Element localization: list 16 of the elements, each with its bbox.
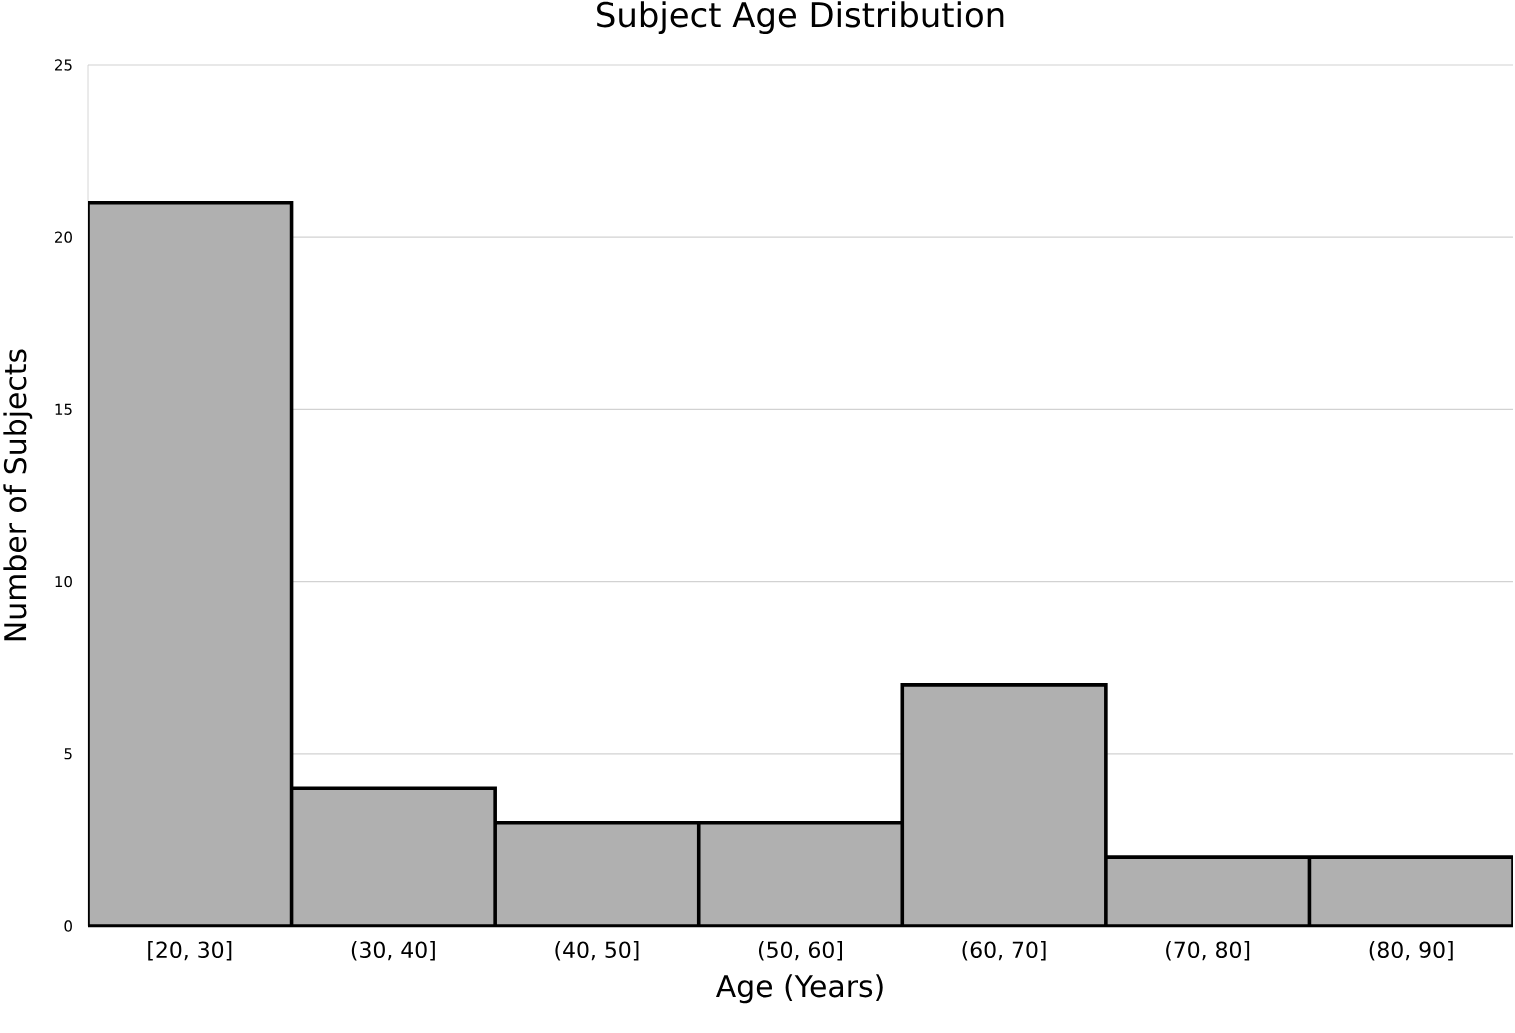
x-tick-label: (60, 70] — [962, 941, 1046, 961]
x-tick-label: (30, 40] — [351, 941, 435, 961]
y-axis-title: Number of Subjects — [3, 349, 33, 641]
y-tick-label: 5 — [64, 748, 72, 760]
y-tick-label: 15 — [55, 403, 72, 415]
x-axis-title: Age (Years) — [715, 974, 883, 1004]
y-tick-label: 25 — [55, 59, 72, 71]
x-tick-label: (80, 90] — [1369, 941, 1453, 961]
x-tick-label: [20, 30] — [148, 941, 232, 961]
chart-title: Subject Age Distribution — [597, 1, 1004, 34]
y-tick-label: 0 — [64, 920, 72, 932]
x-tick-label: (70, 80] — [1166, 941, 1250, 961]
y-tick-label: 10 — [55, 575, 72, 588]
x-tick-label: (40, 50] — [555, 941, 639, 961]
y-tick-label: 20 — [55, 231, 72, 243]
x-tick-label: (50, 60] — [758, 941, 842, 961]
